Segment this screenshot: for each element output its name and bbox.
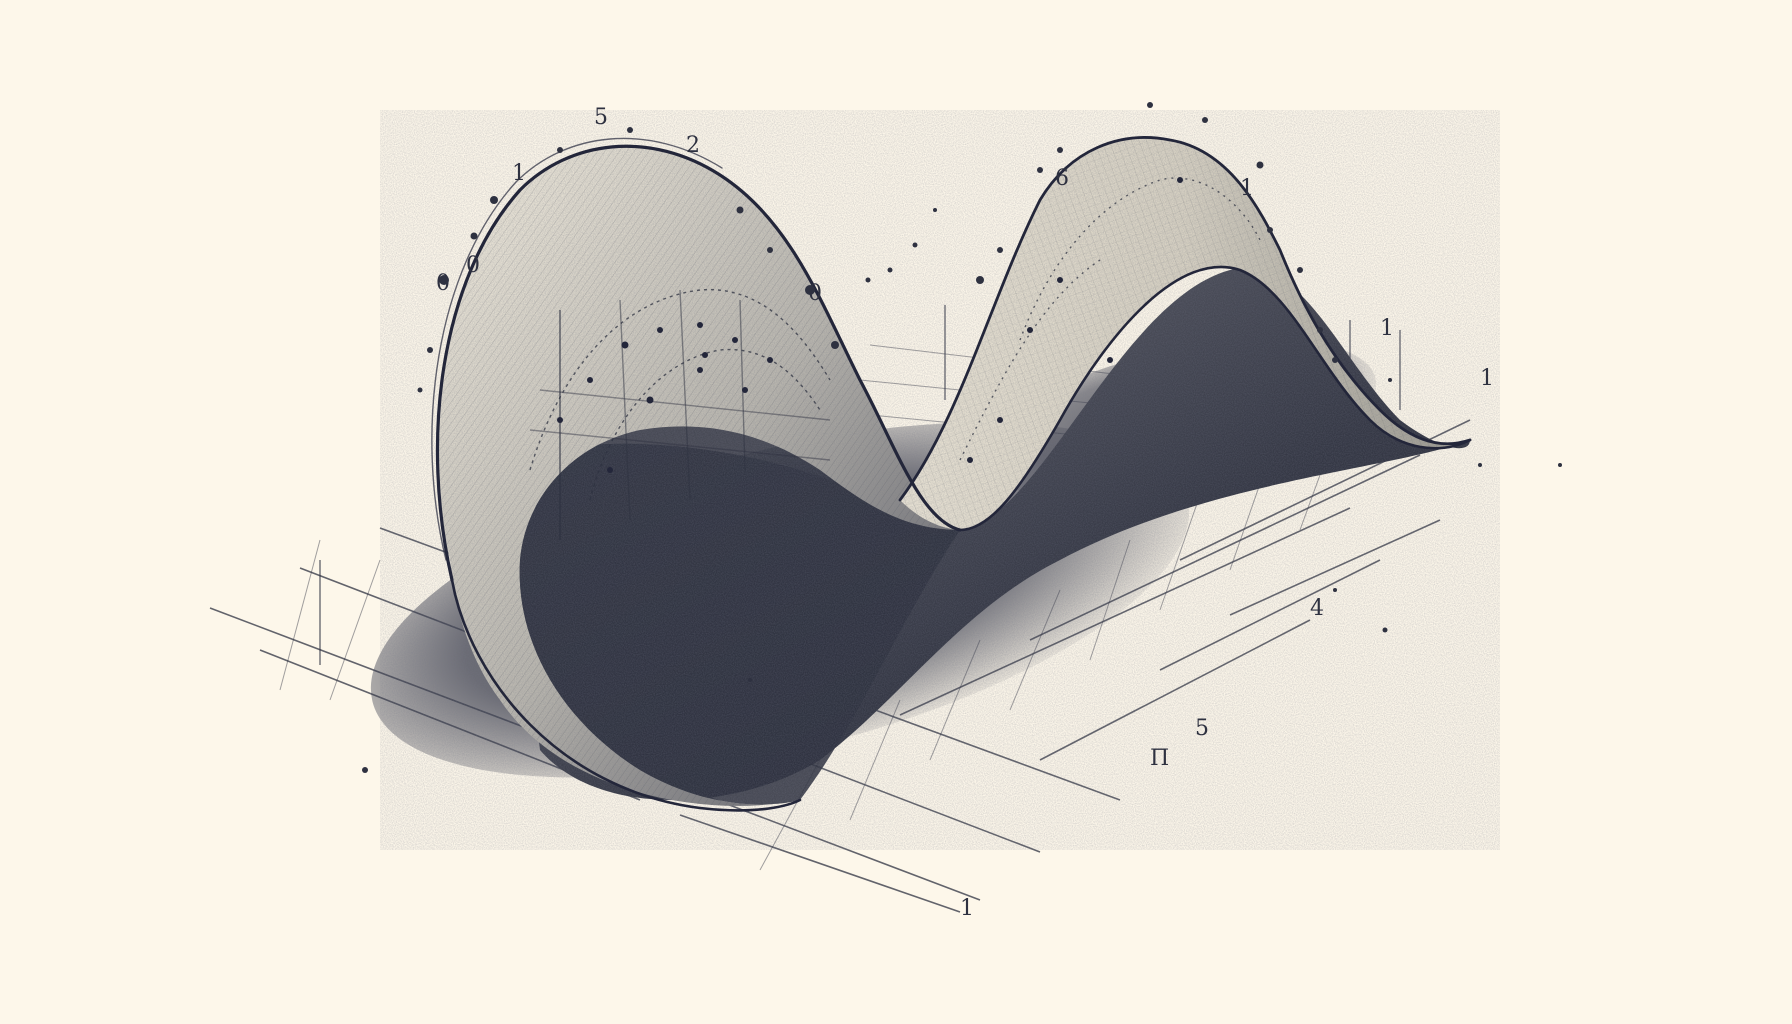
digit-label: 1: [1240, 176, 1254, 201]
wave-surface: [380, 110, 1500, 850]
digit-label: 1: [960, 896, 974, 921]
digit-label: 1: [1480, 366, 1494, 391]
digit-label: 2: [686, 133, 700, 158]
digit-label: Π: [1150, 746, 1169, 771]
digit-label: 6: [1055, 166, 1069, 191]
digit-label: 5: [594, 105, 608, 130]
ink-specks: [362, 102, 1562, 773]
digit-label: 0: [808, 281, 822, 306]
digit-label: 0: [436, 271, 450, 296]
digit-label: 4: [1310, 596, 1324, 621]
surface-outline: [431, 136, 1472, 812]
surface-contours: [529, 177, 1261, 540]
digit-label: 1: [512, 161, 526, 186]
digit-label: 5: [1195, 716, 1209, 741]
scribbled-digits: 5 2 1 0 0 0 6 1 1 4 1 5 Π 1: [436, 105, 1494, 921]
contour-dots: [557, 177, 1183, 473]
digit-label: 1: [1380, 316, 1394, 341]
digit-label: 0: [466, 253, 480, 278]
